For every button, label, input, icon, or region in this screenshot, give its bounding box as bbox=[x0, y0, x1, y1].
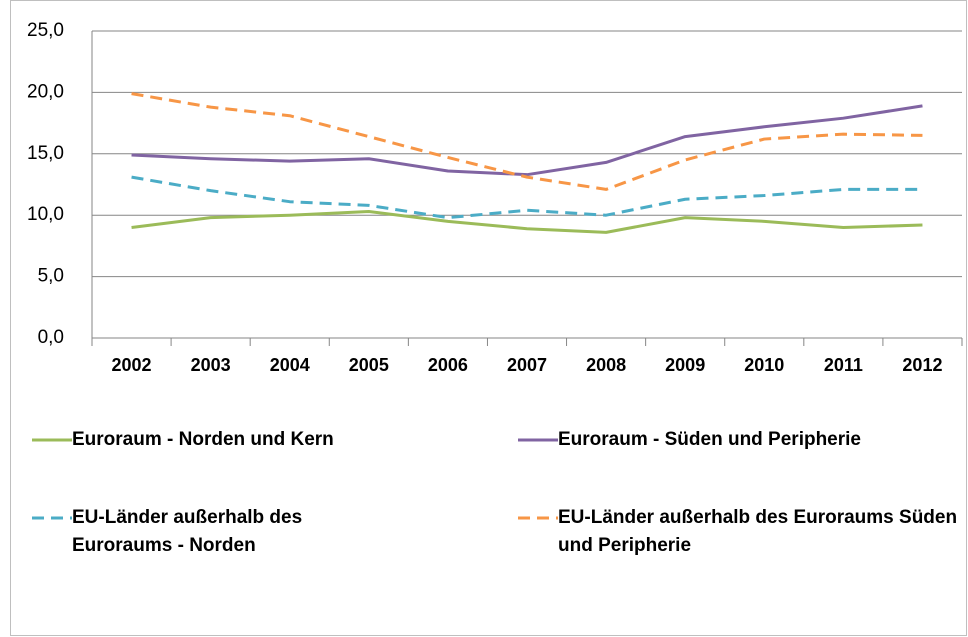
legend-swatch bbox=[32, 516, 72, 520]
y-tick-label: 5,0 bbox=[38, 266, 64, 287]
legend-item: Euroraum - Süden und Peripherie bbox=[518, 426, 938, 454]
legend-item: Euroraum - Norden und Kern bbox=[32, 426, 452, 454]
x-tick-label: 2003 bbox=[191, 355, 231, 375]
x-tick-label: 2008 bbox=[586, 355, 626, 375]
y-tick-label: 10,0 bbox=[27, 204, 64, 225]
legend-item: EU-Länder außerhalb des Euroraums Süden … bbox=[518, 504, 958, 560]
x-tick-label: 2010 bbox=[744, 355, 784, 375]
legend-swatch bbox=[518, 438, 558, 442]
legend-label: Euroraum - Norden und Kern bbox=[72, 429, 334, 450]
y-tick-label: 20,0 bbox=[27, 81, 64, 102]
y-tick-label: 0,0 bbox=[38, 327, 64, 348]
legend-label: EU-Länder außerhalb des Euroraums Süden … bbox=[558, 507, 958, 556]
x-tick-label: 2012 bbox=[902, 355, 942, 375]
chart-border bbox=[10, 0, 967, 636]
series-line bbox=[131, 210, 923, 234]
x-tick-label: 2006 bbox=[428, 355, 468, 375]
legend-swatch bbox=[32, 438, 72, 442]
x-tick-label: 2011 bbox=[824, 355, 863, 375]
legend-swatch bbox=[518, 516, 558, 520]
y-tick-label: 25,0 bbox=[27, 20, 64, 41]
x-tick-label: 2009 bbox=[665, 355, 705, 375]
legend-label: EU-Länder außerhalb des Euroraums - Nord… bbox=[72, 507, 303, 556]
y-tick-label: 15,0 bbox=[27, 143, 64, 164]
legend-item: EU-Länder außerhalb des Euroraums - Nord… bbox=[32, 504, 332, 560]
series-line bbox=[131, 104, 923, 177]
x-tick-label: 2007 bbox=[507, 355, 547, 375]
x-tick-label: 2004 bbox=[270, 355, 310, 375]
x-tick-label: 2002 bbox=[112, 355, 152, 375]
x-tick-label: 2005 bbox=[349, 355, 389, 375]
series-line bbox=[131, 92, 923, 191]
legend-label: Euroraum - Süden und Peripherie bbox=[558, 429, 861, 450]
series-line bbox=[131, 175, 923, 220]
